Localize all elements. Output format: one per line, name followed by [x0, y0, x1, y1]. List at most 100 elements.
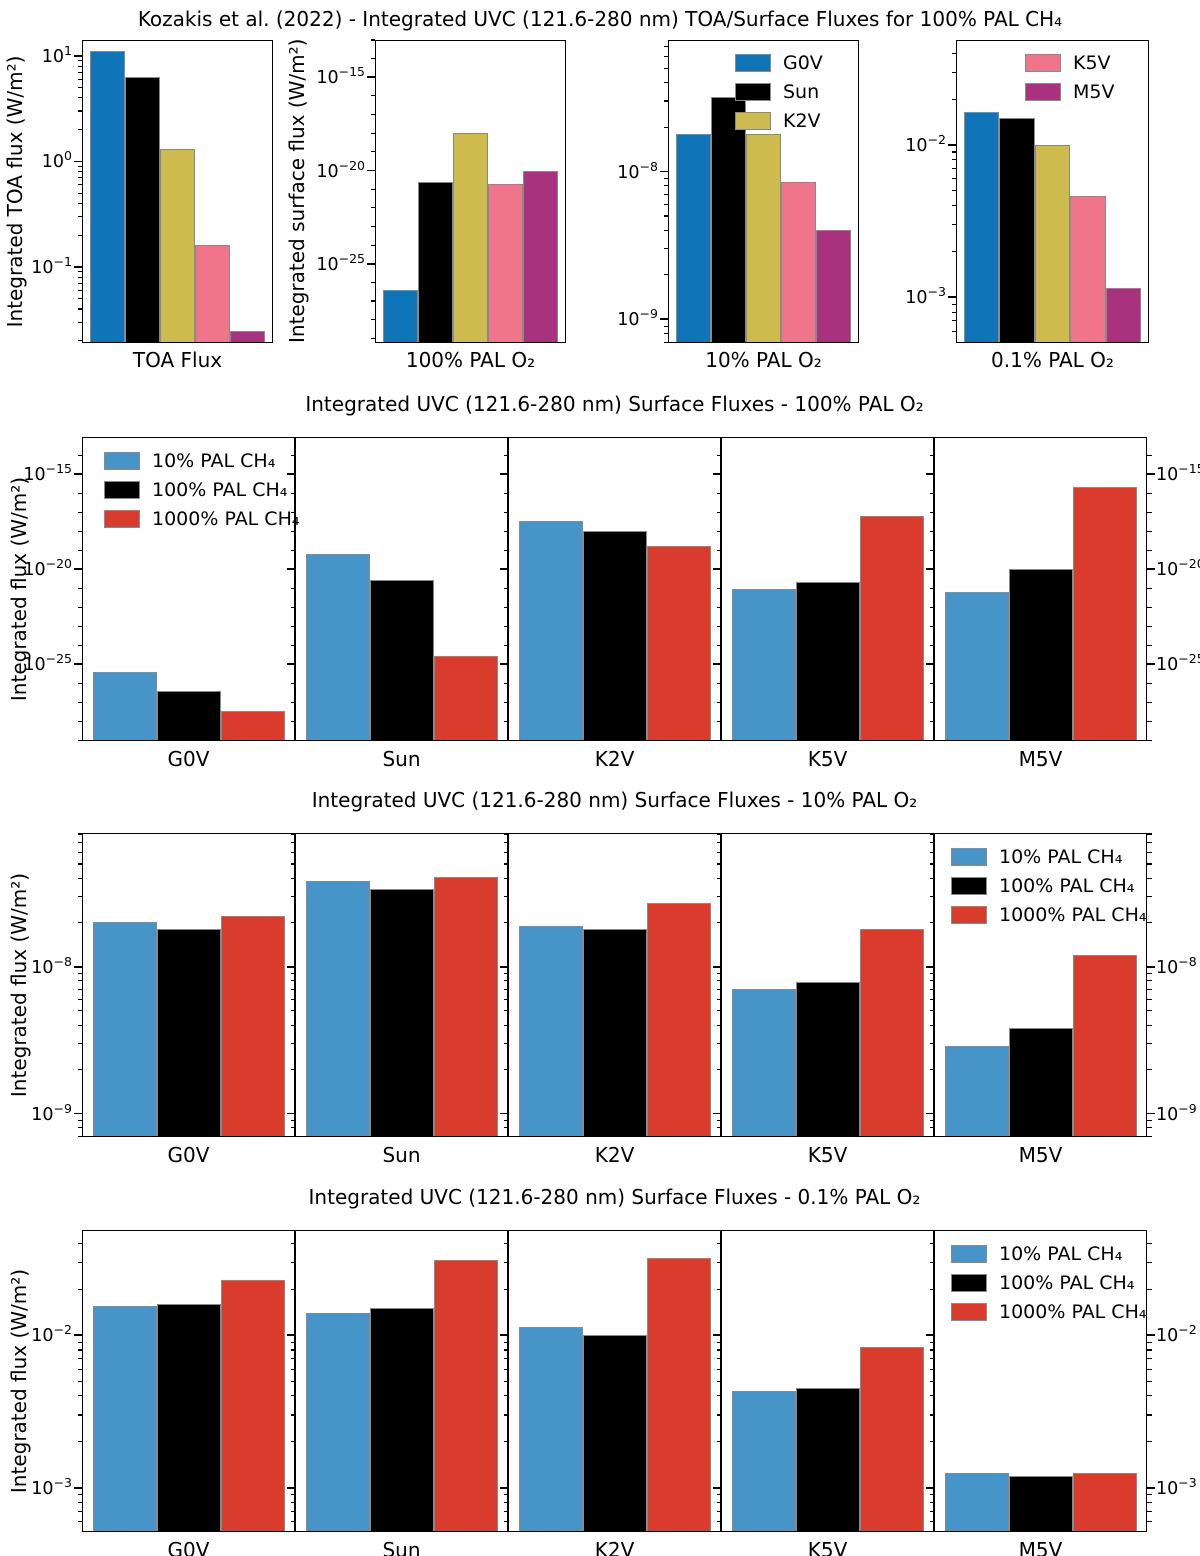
y-minor-tick	[290, 682, 295, 684]
y-minor-tick	[1147, 1380, 1152, 1382]
y-minor-tick	[77, 606, 82, 608]
y-minor-tick	[503, 1494, 508, 1496]
legend: 10% PAL CH₄ 100% PAL CH₄ 1000% PAL CH₄	[951, 1244, 1146, 1321]
legend-label: 100% PAL CH₄	[999, 874, 1135, 897]
y-minor-tick	[77, 282, 82, 284]
y-minor-tick	[1147, 1395, 1152, 1397]
y-minor-tick	[1147, 921, 1152, 923]
y-minor-tick	[77, 60, 82, 62]
y-minor-tick	[1147, 1024, 1152, 1026]
bar	[488, 183, 523, 343]
y-minor-tick	[290, 1341, 295, 1343]
y-minor-tick	[290, 1024, 295, 1026]
chart-panel	[721, 833, 934, 1137]
y-minor-tick	[929, 587, 934, 589]
y-minor-tick	[77, 1494, 82, 1496]
y-tick-label: 10−9	[617, 306, 658, 331]
chart-panel	[82, 437, 295, 741]
bar	[125, 77, 160, 343]
y-minor-tick	[77, 682, 82, 684]
y-minor-tick	[503, 1380, 508, 1382]
legend: 10% PAL CH₄ 100% PAL CH₄ 1000% PAL CH₄	[951, 847, 1146, 924]
y-minor-tick	[290, 644, 295, 646]
y-minor-tick	[503, 1395, 508, 1397]
y-major-tick	[74, 1486, 82, 1489]
legend-item: M5V	[1025, 82, 1137, 101]
bar	[518, 1327, 583, 1532]
y-minor-tick	[290, 877, 295, 879]
y-minor-tick	[290, 549, 295, 551]
y-minor-tick	[503, 1042, 508, 1044]
y-major-tick	[948, 296, 956, 299]
y-minor-tick	[77, 308, 82, 310]
y-minor-tick	[663, 203, 668, 205]
y-minor-tick	[929, 682, 934, 684]
y-minor-tick	[77, 1127, 82, 1129]
bar	[156, 1304, 221, 1532]
y-major-tick	[1147, 1112, 1155, 1115]
y-minor-tick	[1147, 1521, 1152, 1523]
y-major-tick	[500, 663, 508, 665]
y-minor-tick	[716, 921, 721, 923]
chart-panel	[668, 40, 859, 343]
chart-title: Integrated UVC (121.6-280 nm) Surface Fl…	[311, 788, 918, 812]
bar	[646, 1258, 711, 1532]
y-minor-tick	[951, 224, 956, 226]
y-minor-tick	[716, 988, 721, 990]
y-minor-tick	[716, 1521, 721, 1523]
y-minor-tick	[503, 1119, 508, 1121]
legend-swatch	[104, 481, 140, 499]
y-minor-tick	[290, 972, 295, 974]
y-major-tick	[926, 568, 934, 570]
y-minor-tick	[77, 1510, 82, 1512]
y-minor-tick	[929, 1510, 934, 1512]
y-minor-tick	[1147, 1441, 1152, 1443]
legend-swatch	[104, 452, 140, 470]
y-minor-tick	[290, 896, 295, 898]
y-minor-tick	[77, 988, 82, 990]
y-minor-tick	[370, 337, 375, 339]
y-minor-tick	[503, 644, 508, 646]
y-minor-tick	[929, 1414, 934, 1416]
y-minor-tick	[77, 841, 82, 844]
y-major-tick	[713, 663, 721, 665]
y-major-tick	[287, 568, 295, 570]
y-minor-tick	[663, 100, 668, 102]
legend-label: G0V	[783, 51, 823, 74]
y-minor-tick	[503, 682, 508, 684]
y-minor-tick	[77, 863, 82, 865]
x-category-label: G0V	[167, 1538, 210, 1556]
y-minor-tick	[77, 1501, 82, 1504]
y-minor-tick	[951, 303, 956, 305]
y-minor-tick	[370, 300, 375, 302]
legend-item: 10% PAL CH₄	[951, 1244, 1137, 1263]
bar	[220, 1280, 285, 1532]
y-major-tick	[713, 473, 721, 475]
y-minor-tick	[929, 1127, 934, 1129]
y-minor-tick	[716, 1380, 721, 1382]
y-axis-label: Integrated TOA flux (W/m²)	[3, 55, 27, 328]
x-category-label: G0V	[167, 1143, 210, 1167]
y-minor-tick	[716, 1510, 721, 1512]
legend-swatch	[1025, 54, 1061, 72]
y-minor-tick	[663, 325, 668, 327]
bar	[1008, 1028, 1073, 1137]
legend: 10% PAL CH₄ 100% PAL CH₄ 1000% PAL CH₄	[104, 451, 299, 528]
x-category-label: K2V	[594, 1538, 635, 1556]
y-minor-tick	[716, 625, 721, 627]
y-minor-tick	[503, 492, 508, 494]
y-major-tick	[713, 568, 721, 570]
y-minor-tick	[929, 1068, 934, 1070]
y-minor-tick	[370, 244, 375, 246]
y-minor-tick	[77, 234, 82, 236]
y-minor-tick	[716, 549, 721, 551]
y-minor-tick	[370, 207, 375, 209]
y-minor-tick	[290, 988, 295, 990]
y-minor-tick	[77, 298, 82, 300]
y-minor-tick	[663, 67, 668, 69]
y-minor-tick	[716, 1414, 721, 1416]
y-minor-tick	[929, 720, 934, 722]
y-minor-tick	[716, 841, 721, 844]
y-minor-tick	[929, 980, 934, 982]
